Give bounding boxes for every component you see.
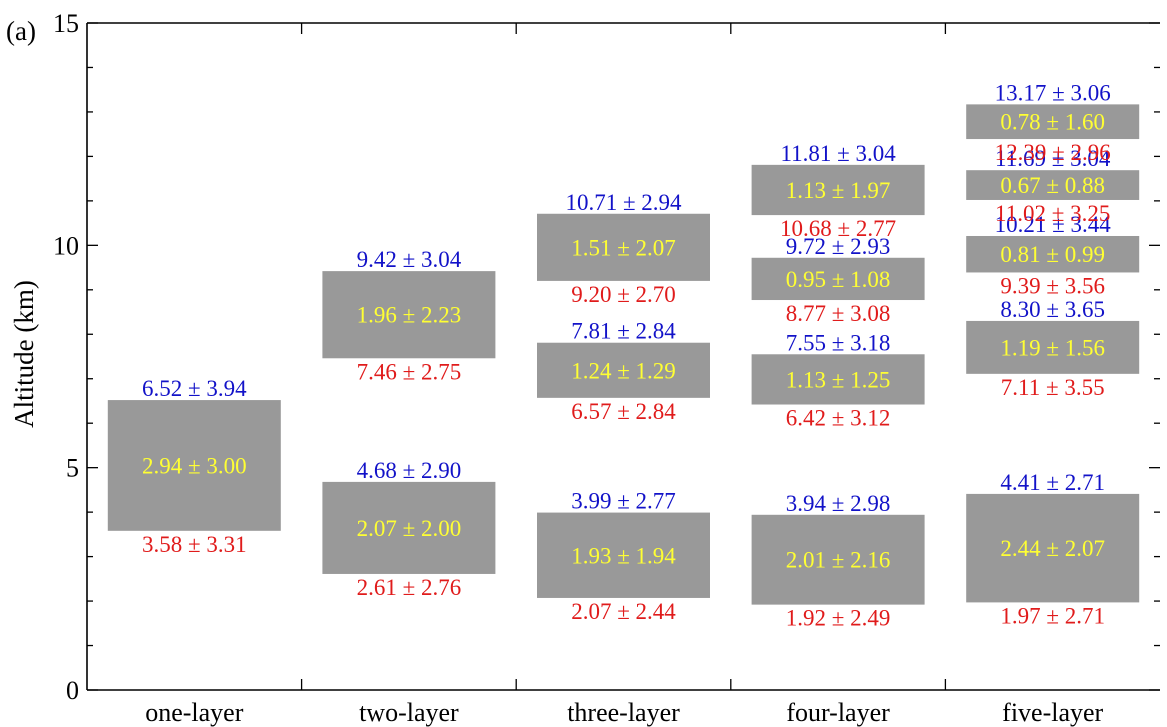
layer-top-label: 7.81 ± 2.84 xyxy=(571,319,676,344)
layer-top-label: 3.99 ± 2.77 xyxy=(571,489,676,514)
layer-thickness-label: 2.07 ± 2.00 xyxy=(357,516,462,541)
layer-box xyxy=(751,514,925,605)
layer-box xyxy=(966,235,1140,273)
layer-thickness-label: 0.78 ± 1.60 xyxy=(1000,110,1105,135)
layer-box xyxy=(966,170,1140,200)
layer-base-label: 6.42 ± 3.12 xyxy=(786,406,891,431)
layer-box xyxy=(751,164,925,216)
x-tick-label: three-layer xyxy=(567,698,680,727)
layer-top-label: 13.17 ± 3.06 xyxy=(995,80,1111,105)
y-tick-label: 5 xyxy=(66,454,79,483)
layer-base-label: 3.58 ± 3.31 xyxy=(142,532,247,557)
layer-top-label: 6.52 ± 3.94 xyxy=(142,376,247,401)
layer-thickness-label: 1.51 ± 2.07 xyxy=(571,235,676,260)
layer-top-label: 3.94 ± 2.98 xyxy=(786,491,891,516)
layer-box xyxy=(966,493,1140,603)
layer-box xyxy=(322,271,496,359)
layer-base-label: 8.77 ± 3.08 xyxy=(786,301,891,326)
layer-top-label: 8.30 ± 3.65 xyxy=(1000,297,1105,322)
layer-thickness-label: 2.44 ± 2.07 xyxy=(1000,536,1105,561)
layer-top-label: 11.69 ± 3.04 xyxy=(995,146,1111,171)
layer-base-label: 6.57 ± 2.84 xyxy=(571,399,676,424)
axis-ticks xyxy=(87,22,1160,691)
layer-box xyxy=(537,512,710,598)
layer-base-label: 1.97 ± 2.71 xyxy=(1000,603,1105,628)
layer-labels: 6.52 ± 3.94 2.94 ± 3.00 3.58 ± 3.31 4.68 ± … xyxy=(142,80,1111,630)
x-tick-label: one-layer xyxy=(145,698,244,727)
layer-top-label: 9.42 ± 3.04 xyxy=(357,247,462,272)
y-tick-label: 15 xyxy=(53,9,79,38)
layer-thickness-label: 0.95 ± 1.08 xyxy=(786,267,891,292)
plot-frame xyxy=(86,22,1160,691)
layer-base-label: 9.39 ± 3.56 xyxy=(1000,273,1105,298)
layer-thickness-label: 1.19 ± 1.56 xyxy=(1000,335,1105,360)
layer-box xyxy=(537,342,710,398)
layer-base-label: 11.02 ± 3.25 xyxy=(995,201,1110,226)
layer-box xyxy=(107,400,281,531)
layer-box xyxy=(537,213,710,281)
layer-base-label: 2.07 ± 2.44 xyxy=(571,599,676,624)
layer-thickness-label: 1.13 ± 1.25 xyxy=(786,367,891,392)
layer-boxes xyxy=(107,104,1140,605)
layer-thickness-label: 2.94 ± 3.00 xyxy=(142,453,247,478)
layer-thickness-label: 1.96 ± 2.23 xyxy=(357,303,462,328)
axis-text: 0 5 10 15 one-layer two-layer three-layer four-… xyxy=(53,9,1104,727)
layer-thickness-label: 0.67 ± 0.88 xyxy=(1000,173,1105,198)
layer-top-label: 4.41 ± 2.71 xyxy=(1000,470,1105,495)
layer-top-label: 7.55 ± 3.18 xyxy=(786,330,891,355)
layer-base-label: 12.39 ± 2.96 xyxy=(995,140,1111,165)
layer-box xyxy=(751,257,925,301)
layer-box xyxy=(751,354,925,405)
layer-thickness-label: 1.24 ± 1.29 xyxy=(571,358,676,383)
layer-box xyxy=(322,481,496,574)
x-tick-label: two-layer xyxy=(359,698,459,727)
layer-top-label: 10.21 ± 3.44 xyxy=(995,212,1112,237)
layer-thickness-label: 1.13 ± 1.97 xyxy=(786,178,891,203)
layer-base-label: 7.11 ± 3.55 xyxy=(1001,375,1105,400)
layer-box xyxy=(966,320,1140,374)
y-tick-label: 10 xyxy=(53,231,79,260)
layer-top-label: 11.81 ± 3.04 xyxy=(780,141,896,166)
layer-base-label: 1.92 ± 2.49 xyxy=(786,606,891,631)
layer-thickness-label: 2.01 ± 2.16 xyxy=(786,548,891,573)
layer-thickness-label: 0.81 ± 0.99 xyxy=(1000,242,1105,267)
layer-top-label: 10.71 ± 2.94 xyxy=(565,190,682,215)
y-tick-label: 0 xyxy=(66,676,79,705)
layer-base-label: 10.68 ± 2.77 xyxy=(780,216,896,241)
layer-base-label: 2.61 ± 2.76 xyxy=(357,575,462,600)
y-axis-label: Altitude (km) xyxy=(9,280,39,428)
x-tick-label: five-layer xyxy=(1002,698,1103,727)
layer-top-label: 9.72 ± 2.93 xyxy=(786,234,891,259)
layer-box xyxy=(966,104,1140,140)
panel-label: (a) xyxy=(6,16,36,46)
layer-thickness-label: 1.93 ± 1.94 xyxy=(571,543,676,568)
x-tick-label: four-layer xyxy=(786,698,890,727)
layer-base-label: 7.46 ± 2.75 xyxy=(357,359,462,384)
layer-top-label: 4.68 ± 2.90 xyxy=(357,458,462,483)
layer-base-label: 9.20 ± 2.70 xyxy=(571,282,676,307)
